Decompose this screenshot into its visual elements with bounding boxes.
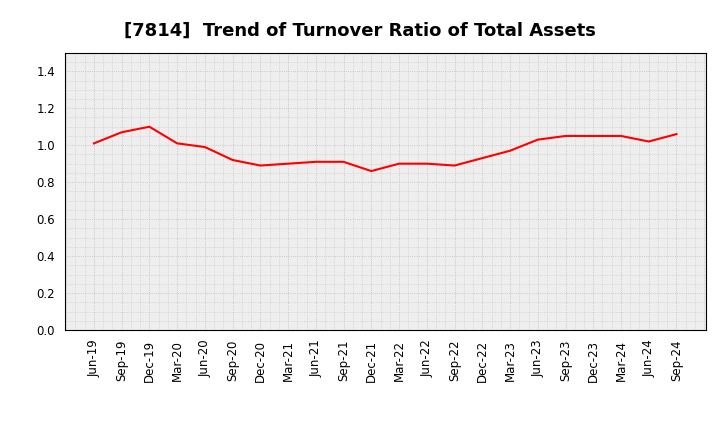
Text: [7814]  Trend of Turnover Ratio of Total Assets: [7814] Trend of Turnover Ratio of Total … bbox=[124, 22, 596, 40]
